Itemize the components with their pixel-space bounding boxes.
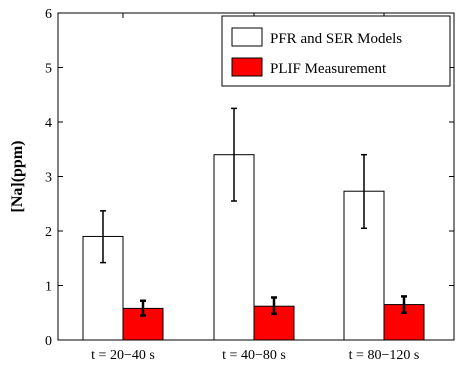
- x-tick-label-2: t = 80−120 s: [349, 348, 420, 363]
- bars-layer: [82, 154, 425, 341]
- y-tick-label-1: 1: [45, 280, 52, 295]
- y-axis-label: [Na](ppm): [9, 141, 26, 213]
- legend-swatch-pfr-ser: [231, 27, 263, 47]
- legend-label-pfr-ser: PFR and SER Models: [270, 31, 402, 47]
- y-tick-label-2: 2: [45, 225, 52, 240]
- legend: PFR and SER Models PLIF Measurement: [221, 15, 451, 87]
- axis-ticks-layer: 0 1 2 3 4 5 6 t = 20−40 s t = 40−80 s t = 80−120 …: [45, 7, 454, 363]
- y-tick-label-5: 5: [45, 62, 52, 77]
- legend-swatch-plif: [231, 57, 263, 77]
- x-tick-label-1: t = 40−80 s: [222, 348, 286, 363]
- bar-series1-0: [122, 307, 164, 341]
- y-tick-label-6: 6: [45, 7, 52, 22]
- legend-label-plif: PLIF Measurement: [270, 61, 387, 77]
- error-bars-layer: [100, 107, 407, 317]
- y-tick-label-4: 4: [45, 116, 52, 131]
- y-tick-label-3: 3: [45, 171, 52, 186]
- y-tick-label-0: 0: [45, 334, 52, 349]
- x-tick-label-0: t = 20−40 s: [91, 348, 155, 363]
